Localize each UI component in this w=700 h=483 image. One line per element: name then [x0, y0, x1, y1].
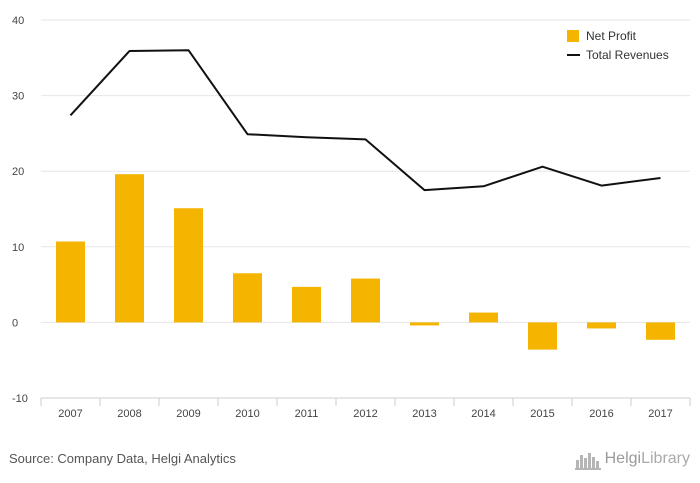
- grid-lines: [41, 19, 690, 323]
- legend-label-total-revenues: Total Revenues: [586, 48, 669, 62]
- bar-net-profit: [410, 322, 439, 326]
- x-tick-label: 2007: [58, 408, 82, 420]
- x-tick-label: 2015: [530, 408, 554, 420]
- bar-net-profit: [469, 312, 498, 323]
- x-tick-label: 2013: [412, 408, 436, 420]
- helgi-library-logo: Helgi Library: [574, 448, 690, 470]
- y-tick-label: -10: [12, 393, 28, 405]
- x-tick-label: 2011: [295, 408, 319, 420]
- x-tick-label: 2010: [235, 408, 259, 420]
- bar-net-profit: [115, 174, 144, 323]
- bar-net-profit: [56, 241, 85, 323]
- x-tick-label: 2008: [117, 408, 141, 420]
- bar-net-profit: [646, 322, 675, 340]
- bar-net-profit: [233, 273, 262, 323]
- y-tick-label: 10: [12, 242, 24, 254]
- logo-text-bold: Helgi: [604, 450, 642, 467]
- y-tick-label: 40: [12, 15, 24, 27]
- logo-text-light: Library: [641, 450, 690, 467]
- legend-swatch-net-profit: [567, 30, 579, 42]
- y-tick-label: 0: [12, 317, 18, 329]
- bar-series: [56, 174, 675, 350]
- source-note: Source: Company Data, Helgi Analytics: [9, 451, 236, 466]
- chart: -10 0 10 20 30 40 2007 2008 2009 2010 2011 2012 201…: [12, 15, 691, 420]
- line-total-revenues: [69, 49, 661, 192]
- legend: Net Profit Total Revenues: [567, 29, 669, 62]
- bar-net-profit: [174, 208, 203, 323]
- x-tick-label: 2016: [589, 408, 613, 420]
- helgi-building-icon: [574, 453, 601, 470]
- bar-net-profit: [292, 286, 321, 323]
- bar-net-profit: [587, 322, 616, 329]
- bar-net-profit: [351, 278, 380, 323]
- y-tick-label: 30: [12, 91, 24, 103]
- footer: Source: Company Data, Helgi Analytics He…: [0, 448, 700, 483]
- x-tick-label: 2009: [176, 408, 200, 420]
- y-tick-label: 20: [12, 166, 24, 178]
- x-tick-label: 2017: [648, 408, 672, 420]
- x-axis: 2007 2008 2009 2010 2011 2012 2013 2014 2015 2016…: [40, 397, 691, 420]
- legend-label-net-profit: Net Profit: [586, 29, 637, 43]
- bar-net-profit: [528, 322, 557, 350]
- x-tick-label: 2014: [471, 408, 495, 420]
- x-tick-label: 2012: [353, 408, 377, 420]
- y-axis: -10 0 10 20 30 40: [12, 15, 28, 405]
- line-series: [69, 49, 661, 192]
